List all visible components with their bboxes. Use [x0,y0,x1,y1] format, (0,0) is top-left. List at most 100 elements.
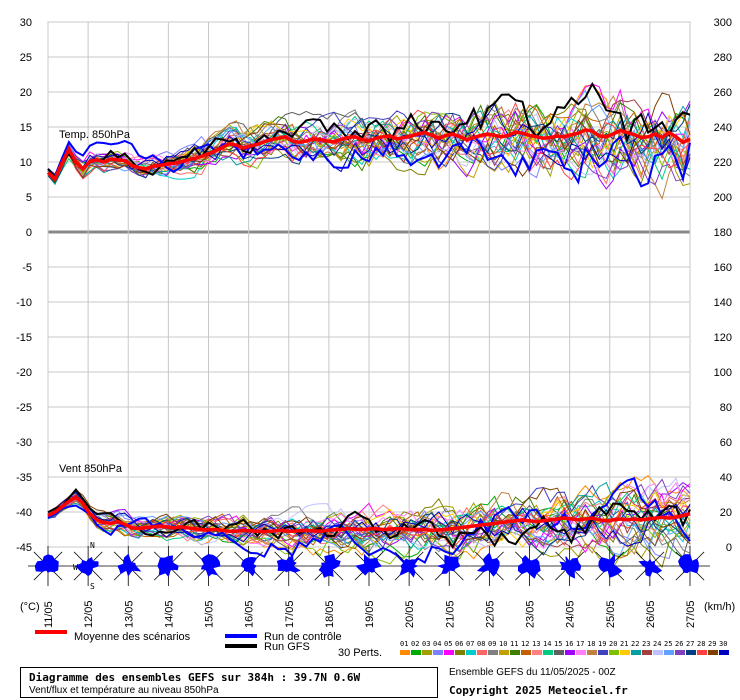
date-tick-label: 21/05 [444,600,456,628]
rose-petals [399,558,419,578]
wind-rose [108,546,149,586]
pert-id: 02 [411,640,419,648]
pert-swatch [697,650,707,655]
temp-member-line [47,105,691,179]
right-tick-label: 280 [714,52,732,64]
wind-rose [308,546,349,586]
date-tick-label: 24/05 [565,600,577,628]
rose-petals [476,552,500,577]
rose-petals [276,555,301,573]
footer-title-box: Diagramme des ensembles GEFS sur 384h : … [20,667,438,698]
pert-id: 26 [675,640,683,648]
pert-id: 01 [400,640,408,648]
left-tick-label: -40 [16,507,32,519]
pert-id: 29 [708,640,716,648]
wind-rose [188,546,229,586]
temp-panel-label: Temp. 850hPa [59,129,131,141]
pert-id: 22 [631,640,639,648]
pert-swatch [532,650,542,655]
wind-rose [68,546,109,586]
date-tick-label: 18/05 [324,600,336,628]
pert-swatch [521,650,531,655]
date-tick-label: 11/05 [43,601,55,628]
pert-swatch [664,650,674,655]
control-legend-label: Run de contrôle [264,631,342,643]
wind-rose [670,546,710,586]
pert-id: 10 [499,640,507,648]
wind-rose [268,546,309,586]
left-tick-label: 15 [20,122,32,134]
pert-id: 24 [653,640,661,648]
left-tick-label: -10 [16,297,32,309]
pert-id: 12 [521,640,529,648]
date-tick-label: 27/05 [685,600,697,628]
pert-swatch [488,650,498,655]
pert-id: 15 [554,640,562,648]
rose-petals [34,554,59,573]
wind-rose [509,546,550,586]
pert-swatch [400,650,410,655]
wind-member-line [47,491,691,556]
pert-id: 11 [510,640,518,648]
pert-swatch [554,650,564,655]
pert-swatch [422,650,432,655]
date-tick-label: 12/05 [83,600,95,628]
pert-swatch [565,650,575,655]
pert-id: 03 [422,640,430,648]
rose-petals [318,553,341,578]
date-tick-label: 22/05 [484,600,496,628]
right-tick-label: 140 [714,297,732,309]
rose-petals [117,553,142,577]
pert-swatch [499,650,509,655]
right-tick-label: 80 [720,402,732,414]
pert-swatch [675,650,685,655]
pert-id: 07 [466,640,474,648]
run-info: Ensemble GEFS du 11/05/2025 - 00Z [449,667,616,678]
wind-member-line [47,486,691,545]
right-tick-label: 180 [714,227,732,239]
left-tick-label: 5 [26,192,32,204]
gfs-legend-label: Run GFS [264,641,310,653]
wind-member-line [47,490,691,559]
pert-id: 06 [455,640,463,648]
chart-title: Diagramme des ensembles GEFS sur 384h : … [29,671,361,684]
pert-id: 21 [620,640,628,648]
pert-id: 04 [433,640,441,648]
pert-id: 28 [697,640,705,648]
wind-rose [148,546,189,586]
wind-rose [28,546,68,586]
right-unit-label: (km/h) [704,601,735,613]
pert-swatch [477,650,487,655]
pert-swatch [708,650,718,655]
right-tick-label: 240 [714,122,732,134]
pert-swatch [411,650,421,655]
rose-petals [678,554,699,574]
chart-subtitle: Vent/flux et température au niveau 850hP… [29,685,219,696]
pert-swatch [653,650,663,655]
right-tick-label: 100 [714,367,732,379]
temp-member-line [47,110,691,182]
rose-petals [355,553,383,576]
date-tick-label: 16/05 [244,600,256,628]
pert-swatch [609,650,619,655]
pert-id: 19 [598,640,606,648]
rose-petals [436,554,461,574]
rose-petals [200,553,221,577]
compass-letter: N [90,541,95,550]
wind-rose [469,546,510,586]
compass-letter: S [90,582,95,591]
temp-mean-line [46,127,691,182]
pert-swatch [631,650,641,655]
left-tick-label: -25 [16,402,32,414]
left-tick-label: -5 [22,262,32,274]
right-tick-label: 20 [720,507,732,519]
legend: Moyenne des scénarios Run de contrôle Ru… [35,630,729,659]
rose-petals [598,553,623,578]
left-tick-label: 10 [20,157,32,169]
wind-panel-label: Vent 850hPa [59,463,123,475]
right-tick-label: 220 [714,157,732,169]
wind-member-line [47,487,691,549]
date-tick-label: 14/05 [163,600,175,628]
left-tick-label: -15 [16,332,32,344]
